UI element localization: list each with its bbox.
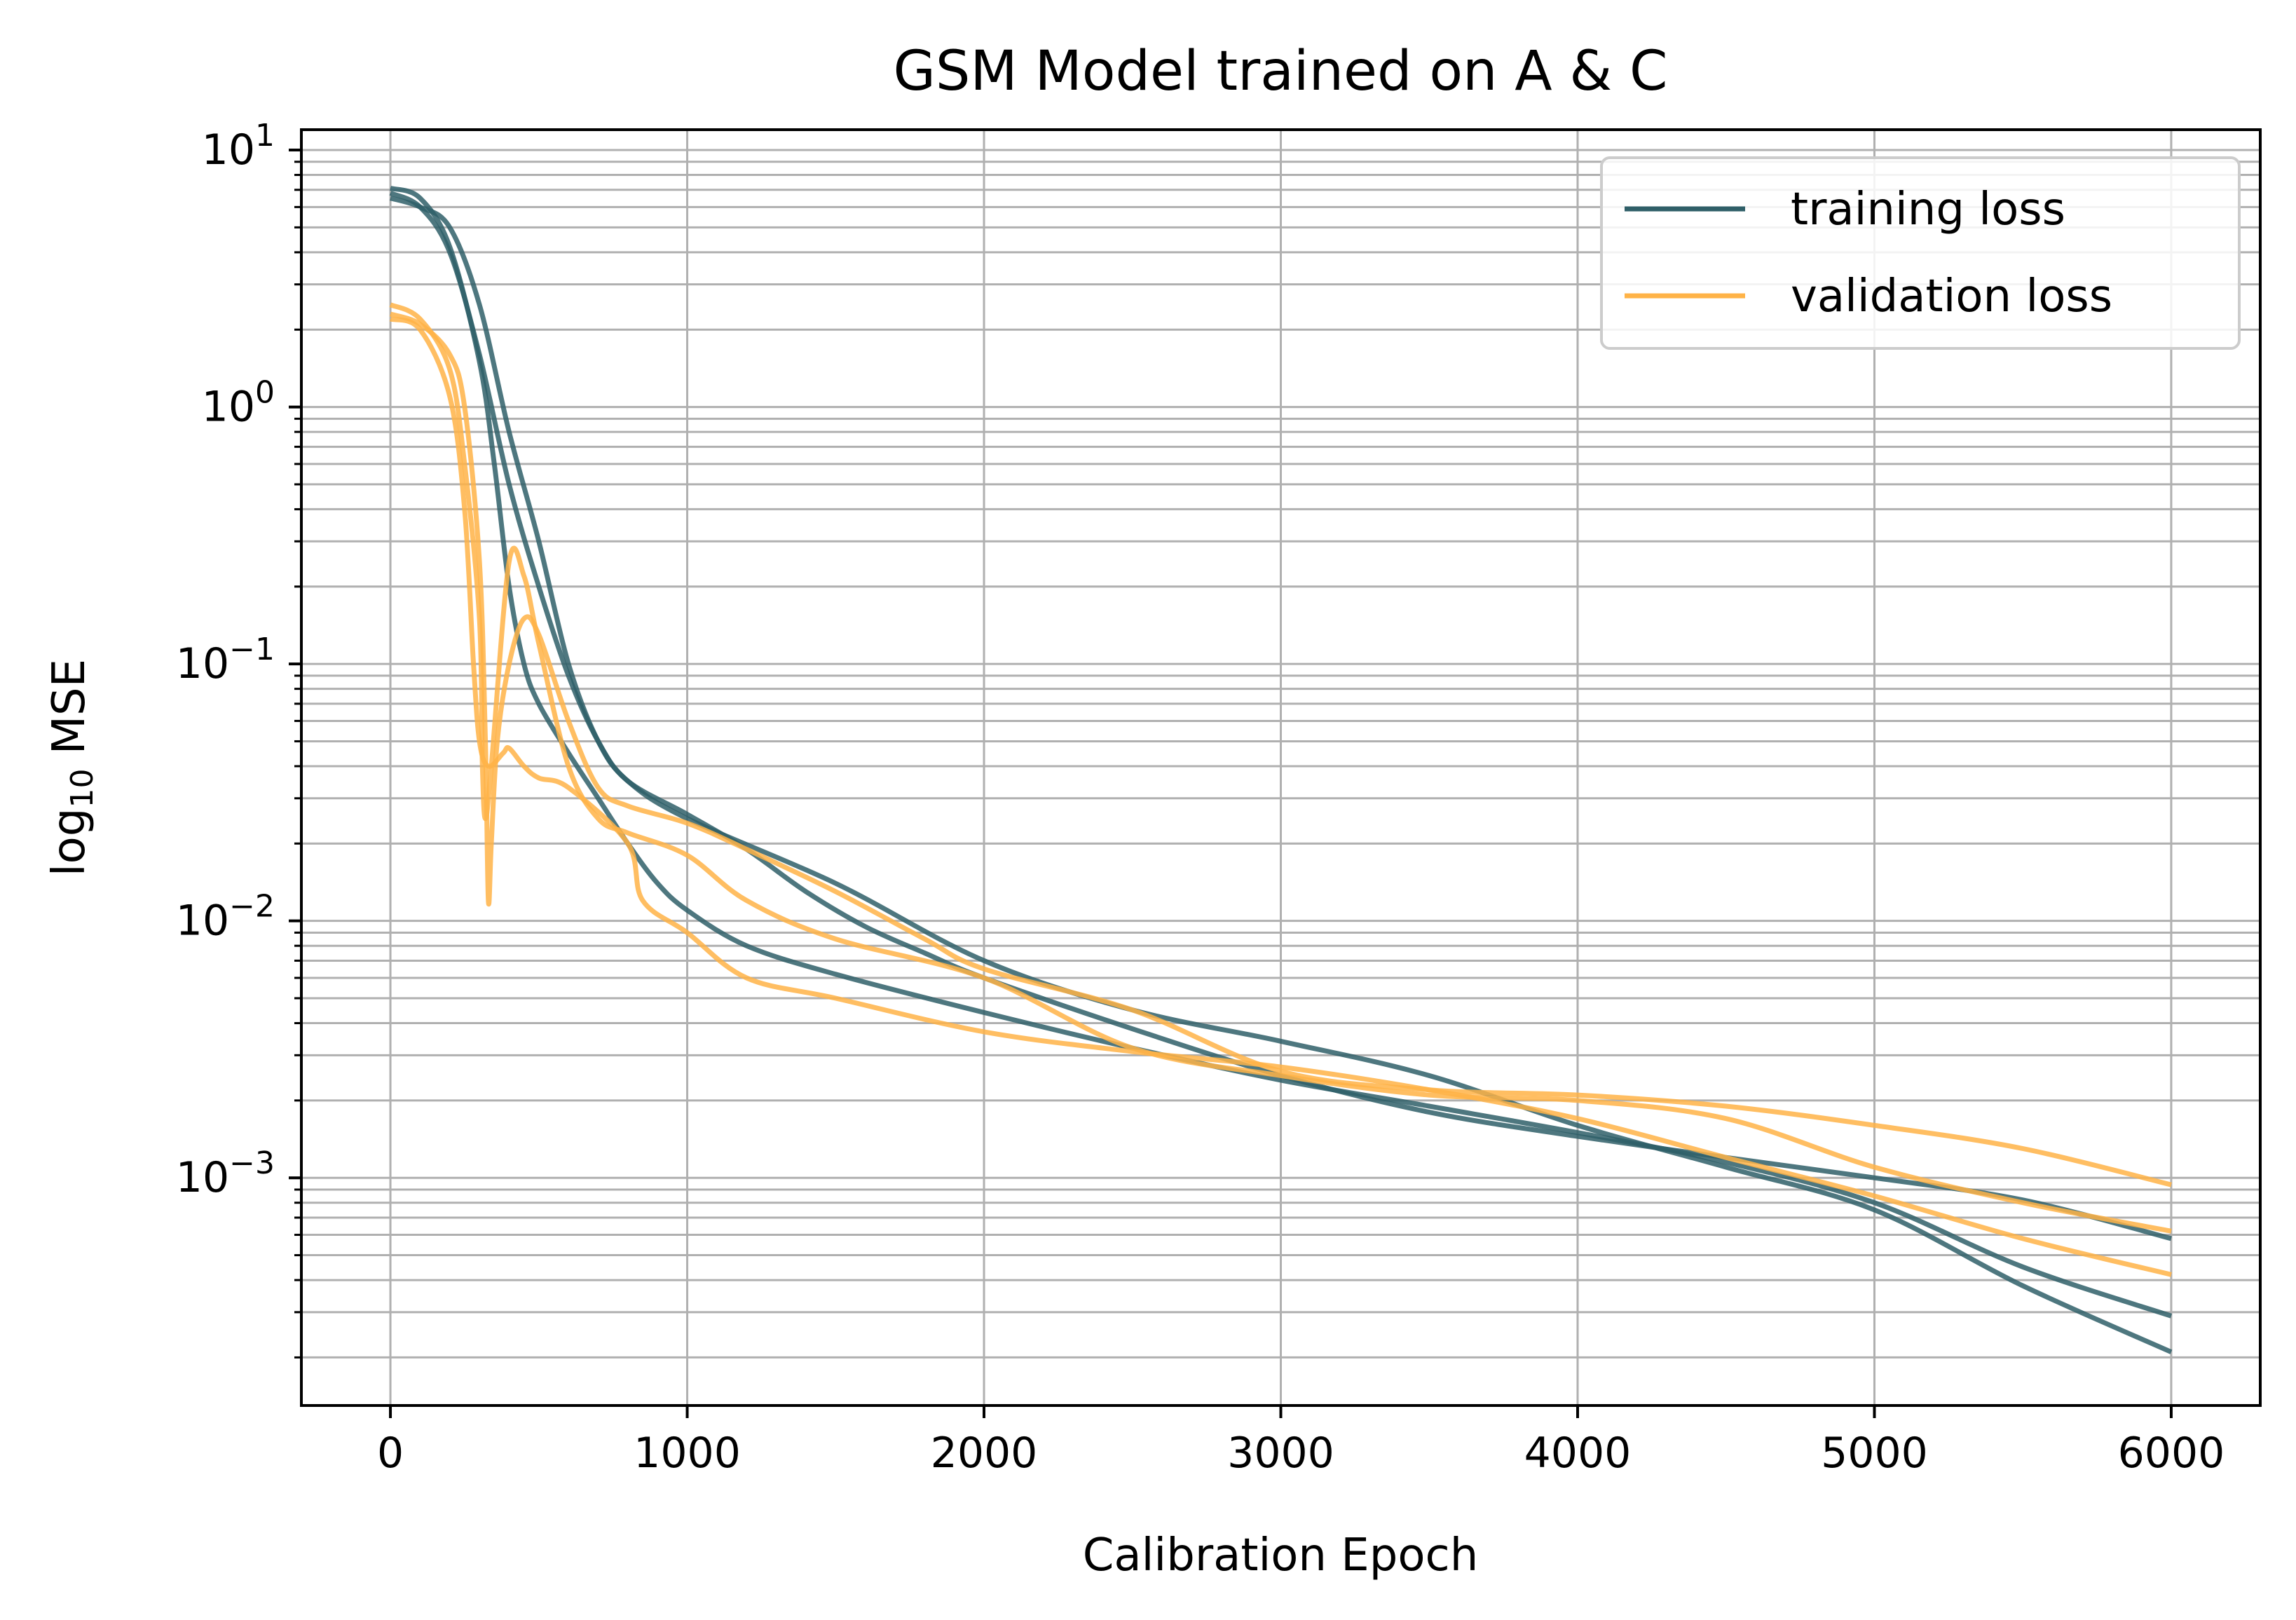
series-lines [389,186,2173,1354]
y-tick-label-base: 10 [176,639,229,688]
axis-ticks: 0 1000 2000 3000 4000 5000 600010110010−110−21… [176,118,2225,1478]
y-tick-label-base: 10 [202,383,255,432]
x-tick-label: 5000 [1821,1429,1928,1478]
x-tick-label: 0 [377,1429,404,1478]
validation-loss-line [389,302,2172,1234]
y-tick-label-base: 10 [202,125,255,175]
y-tick-label: 10−3 [176,1145,275,1202]
x-tick-label: 2000 [931,1429,1038,1478]
x-axis-label: Calibration Epoch [1083,1530,1479,1581]
legend-label-validation: validation loss [1791,271,2112,322]
y-tick-label-exponent: −2 [229,889,275,925]
y-axis-label: log10 MSE [43,659,100,876]
x-tick-label: 4000 [1524,1429,1632,1478]
x-tick-label: 1000 [634,1429,741,1478]
y-tick-label-exponent: −1 [229,632,275,667]
y-tick-label: 10−1 [176,632,275,688]
y-tick-label: 10−2 [176,889,275,946]
y-axis-label-subscript: 10 [64,769,100,808]
y-tick-label-base: 10 [176,1153,229,1202]
y-axis-label-suffix: MSE [43,659,95,769]
legend-box [1600,156,2241,350]
y-axis-label-prefix: log [43,808,95,877]
training-loss-line [389,186,2173,1319]
legend: training loss validation loss [1600,156,2241,350]
x-tick-label: 3000 [1227,1429,1334,1478]
validation-loss-line [389,311,2172,1187]
y-tick-label-base: 10 [176,897,229,946]
y-tick-label-exponent: 0 [255,375,275,411]
training-loss-line [390,196,2173,1354]
x-tick-label: 6000 [2118,1429,2225,1478]
y-tick-label: 100 [202,375,275,432]
y-tick-label-exponent: 1 [255,118,275,154]
y-tick-label: 101 [202,118,275,175]
validation-loss-line [389,316,2172,1277]
legend-label-training: training loss [1791,184,2065,236]
chart-title: GSM Model trained on A & C [893,40,1667,103]
y-tick-label-exponent: −3 [229,1145,275,1181]
